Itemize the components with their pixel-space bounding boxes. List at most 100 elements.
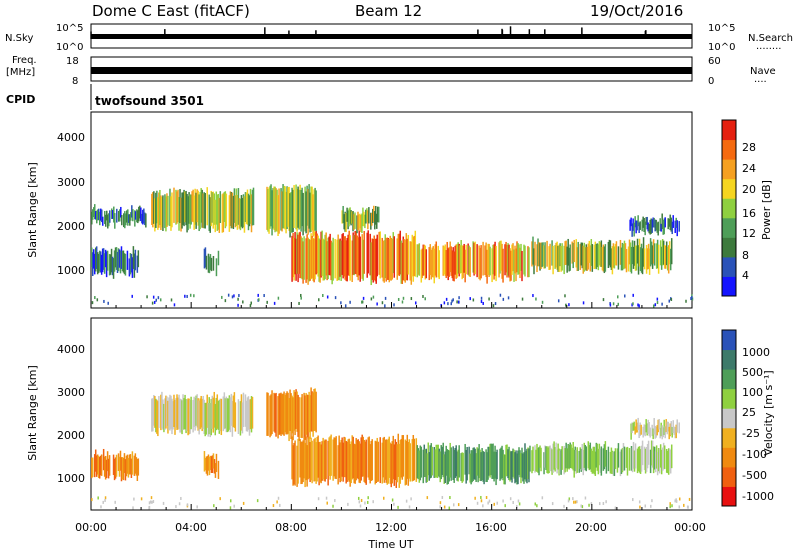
echo-cell xyxy=(575,239,577,268)
echo-cell xyxy=(119,450,122,471)
echo-cell xyxy=(134,210,136,227)
echo-cell xyxy=(660,223,662,232)
echo-cell xyxy=(519,247,521,279)
echo-cell xyxy=(267,392,269,436)
echo-cell xyxy=(299,184,301,229)
echo-cell xyxy=(219,191,222,223)
echo-cell xyxy=(499,293,502,297)
echo-cell xyxy=(586,246,589,271)
echo-cell xyxy=(241,198,244,229)
echo-cell xyxy=(434,244,436,276)
echo-cell xyxy=(213,459,216,474)
echo-cell xyxy=(613,451,616,477)
echo-cell xyxy=(401,300,404,304)
echo-cell xyxy=(676,419,678,433)
echo-cell xyxy=(391,238,393,280)
echo-cell xyxy=(205,255,208,270)
echo-cell xyxy=(131,451,134,475)
echo-cell xyxy=(557,299,560,303)
echo-cell xyxy=(290,393,292,440)
echo-cell xyxy=(304,442,306,488)
echo-cell xyxy=(669,214,671,231)
echo-cell xyxy=(96,298,99,302)
echo-cell xyxy=(441,446,443,475)
echo-cell xyxy=(527,246,529,278)
echo-cell xyxy=(185,399,187,434)
echo-cell xyxy=(603,246,606,274)
echo-cell xyxy=(337,445,339,485)
echo-cell xyxy=(108,213,110,227)
echo-cell xyxy=(376,213,378,229)
echo-cell xyxy=(124,253,127,276)
echo-cell xyxy=(257,293,259,297)
echo-cell xyxy=(406,238,409,281)
echo-cell xyxy=(229,397,232,433)
echo-cell xyxy=(468,446,470,475)
echo-cell xyxy=(110,248,113,273)
echo-cell xyxy=(291,187,293,233)
echo-cell xyxy=(200,188,202,223)
echo-cell xyxy=(240,394,243,431)
echo-cell xyxy=(489,246,491,276)
velocity-ytick-2000: 2000 xyxy=(57,429,85,442)
echo-cell xyxy=(210,398,212,436)
echo-cell xyxy=(445,445,447,476)
echo-cell xyxy=(140,497,143,501)
echo-cell xyxy=(511,244,513,275)
echo-cell xyxy=(508,244,510,278)
echo-cell xyxy=(602,244,605,272)
echo-cell xyxy=(346,207,348,222)
echo-cell xyxy=(238,293,240,297)
echo-cell xyxy=(420,446,423,478)
echo-cell xyxy=(310,387,312,432)
echo-cell xyxy=(222,396,225,432)
echo-cell xyxy=(269,395,271,438)
echo-cell xyxy=(111,208,113,219)
echo-cell xyxy=(114,500,116,504)
echo-cell xyxy=(396,444,399,483)
echo-cell xyxy=(667,218,669,230)
echo-cell xyxy=(524,245,526,277)
echo-cell xyxy=(304,395,306,440)
echo-cell xyxy=(641,248,644,275)
velocity-yticks: 1000 2000 3000 4000 xyxy=(57,343,85,485)
echo-cell xyxy=(494,445,496,479)
echo-cell xyxy=(193,294,195,298)
echo-cell xyxy=(419,445,422,481)
xtick-1: 04:00 xyxy=(175,521,207,534)
echo-cell xyxy=(290,192,292,233)
echo-cell xyxy=(334,296,337,300)
echo-cell xyxy=(315,442,317,484)
echo-cell xyxy=(359,213,361,229)
echo-cell xyxy=(670,444,673,469)
echo-cell xyxy=(132,246,135,269)
echo-cell xyxy=(312,237,314,281)
echo-cell xyxy=(177,397,179,430)
echo-cell xyxy=(337,234,339,281)
echo-cell xyxy=(540,242,542,269)
echo-cell xyxy=(640,243,643,273)
echo-cell xyxy=(376,234,378,277)
echo-cell xyxy=(190,194,192,225)
echo-cell xyxy=(650,218,652,234)
echo-cell xyxy=(554,245,556,269)
echo-cell xyxy=(646,444,649,469)
echo-cell xyxy=(554,447,556,472)
echo-cell xyxy=(114,457,117,479)
echo-cell xyxy=(535,449,537,472)
echo-cell xyxy=(634,426,636,435)
echo-cell xyxy=(509,497,512,501)
echo-cell xyxy=(288,398,290,442)
echo-cell xyxy=(675,499,678,503)
echo-cell xyxy=(303,436,305,479)
echo-cell xyxy=(408,505,411,509)
echo-cell xyxy=(314,388,316,431)
echo-cell xyxy=(178,502,181,506)
echo-cell xyxy=(256,499,259,503)
echo-cell xyxy=(183,189,185,227)
echo-cell xyxy=(650,241,653,265)
echo-cell xyxy=(173,303,176,307)
echo-cell xyxy=(151,500,153,504)
echo-cell xyxy=(361,300,363,304)
